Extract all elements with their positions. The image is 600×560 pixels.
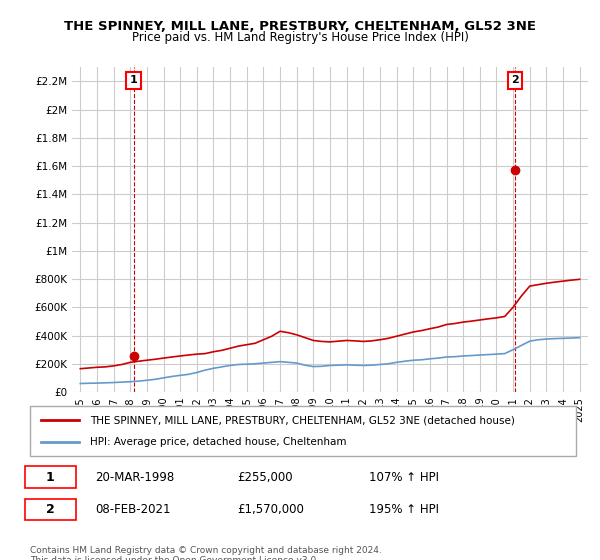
Text: 107% ↑ HPI: 107% ↑ HPI — [368, 470, 439, 483]
FancyBboxPatch shape — [25, 466, 76, 488]
FancyBboxPatch shape — [30, 406, 576, 456]
Text: 08-FEB-2021: 08-FEB-2021 — [95, 503, 171, 516]
Text: 2: 2 — [511, 75, 518, 85]
Text: 1: 1 — [130, 75, 137, 85]
Text: Price paid vs. HM Land Registry's House Price Index (HPI): Price paid vs. HM Land Registry's House … — [131, 31, 469, 44]
Text: 195% ↑ HPI: 195% ↑ HPI — [368, 503, 439, 516]
Text: THE SPINNEY, MILL LANE, PRESTBURY, CHELTENHAM, GL52 3NE (detached house): THE SPINNEY, MILL LANE, PRESTBURY, CHELT… — [90, 415, 515, 425]
Text: 1: 1 — [46, 470, 55, 483]
Text: £255,000: £255,000 — [238, 470, 293, 483]
Text: 20-MAR-1998: 20-MAR-1998 — [95, 470, 175, 483]
Text: THE SPINNEY, MILL LANE, PRESTBURY, CHELTENHAM, GL52 3NE: THE SPINNEY, MILL LANE, PRESTBURY, CHELT… — [64, 20, 536, 32]
FancyBboxPatch shape — [25, 500, 76, 520]
Text: 2: 2 — [46, 503, 55, 516]
Text: HPI: Average price, detached house, Cheltenham: HPI: Average price, detached house, Chel… — [90, 437, 347, 447]
Text: £1,570,000: £1,570,000 — [238, 503, 304, 516]
Text: Contains HM Land Registry data © Crown copyright and database right 2024.
This d: Contains HM Land Registry data © Crown c… — [30, 546, 382, 560]
